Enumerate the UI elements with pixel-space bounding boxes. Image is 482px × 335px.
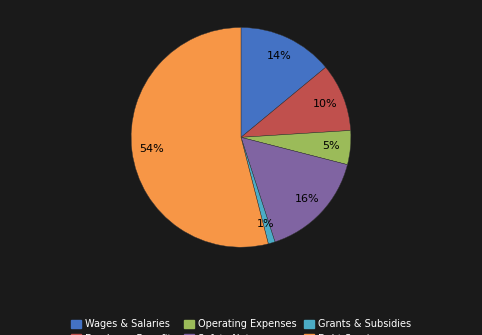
Legend: Wages & Salaries, Employee Benefits, Operating Expenses, Safety Net, Grants & Su: Wages & Salaries, Employee Benefits, Ope… — [68, 316, 414, 335]
Wedge shape — [241, 137, 348, 242]
Wedge shape — [131, 27, 268, 247]
Wedge shape — [241, 137, 275, 244]
Wedge shape — [241, 130, 351, 165]
Text: 54%: 54% — [139, 144, 164, 154]
Wedge shape — [241, 67, 351, 137]
Text: 10%: 10% — [312, 99, 337, 109]
Text: 5%: 5% — [322, 141, 339, 151]
Wedge shape — [241, 27, 326, 137]
Text: 1%: 1% — [257, 219, 275, 229]
Text: 16%: 16% — [295, 194, 319, 204]
Text: 14%: 14% — [267, 51, 292, 61]
